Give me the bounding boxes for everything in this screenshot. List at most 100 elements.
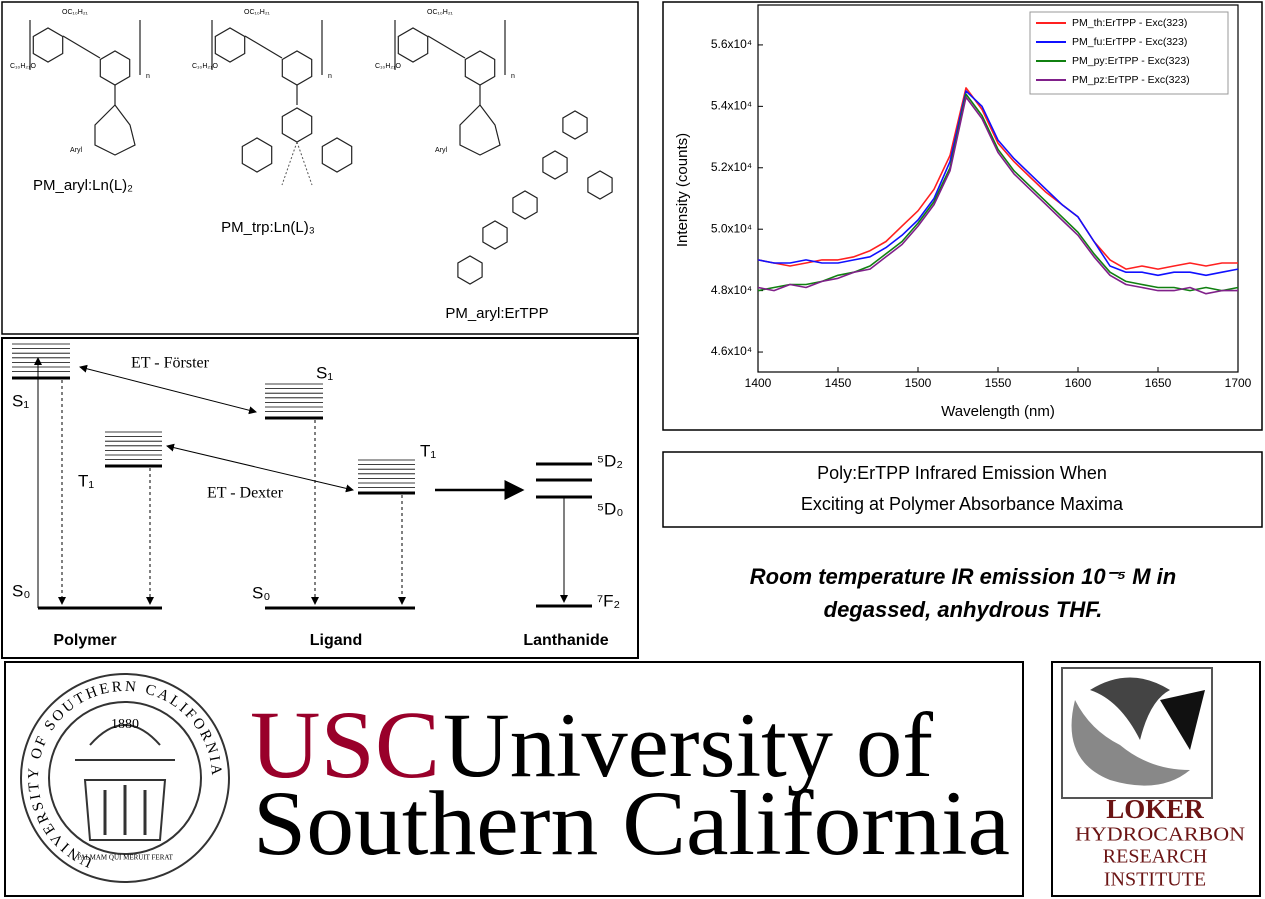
molecule-label: PM_aryl:Ln(L)₂ (33, 177, 133, 194)
diagram-frame (1, 337, 639, 659)
y-tick-label: 5.0x10⁴ (711, 221, 752, 235)
seal-ring-text: UNIVERSITY OF SOUTHERN CALIFORNIA (26, 679, 221, 869)
usc-name: Southern California (253, 772, 1010, 874)
bond (94, 104, 136, 156)
ring (587, 170, 613, 200)
x-tick-label: 1700 (1225, 376, 1252, 390)
x-axis-label: Wavelength (nm) (941, 403, 1055, 420)
note-line: degassed, anhydrous THF. (824, 597, 1103, 622)
x-tick-label: 1600 (1065, 376, 1092, 390)
substituent: OC₁₀H₂₁ (62, 9, 89, 16)
ring (482, 220, 508, 250)
ring (214, 27, 246, 63)
loker-graphic (1061, 667, 1213, 799)
loker-line: HYDROCARBON (1075, 824, 1245, 846)
bond (394, 20, 506, 105)
y-tick-label: 4.8x10⁴ (711, 283, 752, 297)
usc-mark: USC (250, 691, 440, 798)
series-line (757, 90, 1239, 277)
substituent: C₁₀H₂₁O (375, 63, 401, 70)
column-label: Lanthanide (523, 632, 608, 649)
ring (512, 190, 538, 220)
level-label: S₁ (12, 391, 29, 410)
level-label: S₀ (252, 583, 270, 602)
series-line (757, 96, 1238, 295)
y-tick-label: 5.6x10⁴ (711, 37, 752, 51)
ring (562, 110, 588, 140)
caption-line: Poly:ErTPP Infrared Emission When (817, 463, 1107, 483)
substituent: OC₁₀H₂₁ (427, 9, 454, 16)
x-tick-label: 1550 (985, 376, 1012, 390)
chart-frame (662, 1, 1263, 431)
column-label: Ligand (310, 632, 362, 649)
ring (32, 27, 64, 63)
ring (397, 27, 429, 63)
level-label: ⁵D₂ (597, 451, 623, 470)
loker-line: INSTITUTE (1104, 869, 1206, 891)
dexter-arrow (166, 443, 354, 493)
y-tick-label: 4.6x10⁴ (711, 344, 752, 358)
y-axis-label: Intensity (counts) (674, 133, 691, 247)
ring (542, 150, 568, 180)
usc-name: University of (443, 694, 933, 796)
ring (241, 137, 273, 173)
level-label: ⁵D₀ (597, 499, 623, 518)
caption-line: Exciting at Polymer Absorbance Maxima (801, 494, 1124, 514)
legend-label: PM_fu:ErTPP - Exc(323) (1072, 36, 1187, 48)
y-tick-label: 5.2x10⁴ (711, 160, 752, 174)
loker-line: RESEARCH (1103, 846, 1207, 868)
column-label: Polymer (53, 632, 116, 649)
substituent: C₁₀H₂₁O (192, 63, 218, 70)
level-stacks (12, 343, 415, 489)
x-tick-label: 1650 (1145, 376, 1172, 390)
energy-levels (12, 357, 592, 610)
seal-year: 1880 (111, 717, 139, 732)
ring (321, 137, 353, 173)
seal-motto: PALMAM QUI MERUIT FERAT (77, 854, 174, 862)
level-label: S₀ (12, 581, 30, 600)
substituent: n (146, 73, 150, 80)
legend-label: PM_th:ErTPP - Exc(323) (1072, 17, 1187, 29)
y-tick-label: 5.4x10⁴ (711, 99, 752, 113)
loker-line: LOKER (1106, 794, 1204, 824)
x-tick-label: 1500 (905, 376, 932, 390)
ring (281, 107, 313, 143)
structures-frame (1, 1, 639, 335)
transfer-label: ET - Förster (131, 355, 210, 372)
series-line (757, 93, 1239, 292)
forster-arrow (79, 364, 257, 415)
ring (281, 50, 313, 86)
substituent: n (511, 73, 515, 80)
substituent: C₁₀H₂₁O (10, 63, 36, 70)
bond (459, 104, 501, 156)
level-label: T₁ (420, 441, 436, 460)
bond (281, 141, 313, 186)
note-line: Room temperature IR emission 10⁻⁵ M in (750, 564, 1176, 589)
molecule-label: PM_aryl:ErTPP (445, 305, 548, 322)
x-tick-label: 1400 (745, 376, 772, 390)
molecule-label: PM_trp:Ln(L)₃ (221, 219, 315, 236)
caption-frame (662, 451, 1263, 528)
level-label: T₁ (78, 471, 94, 490)
level-label: S₁ (316, 363, 333, 382)
usc-seal (20, 673, 230, 883)
series-line (757, 87, 1238, 270)
substituent: Aryl (435, 147, 448, 154)
loker-frame (1051, 661, 1261, 897)
level-label: ⁷F₂ (597, 591, 620, 610)
substituent: OC₁₀H₂₁ (244, 9, 271, 16)
legend-label: PM_pz:ErTPP - Exc(323) (1072, 74, 1190, 86)
transfer-label: ET - Dexter (207, 485, 284, 502)
legend-label: PM_py:ErTPP - Exc(323) (1072, 55, 1190, 67)
bond (211, 20, 323, 105)
usc-frame (4, 661, 1024, 897)
x-tick-label: 1450 (825, 376, 852, 390)
bond (29, 20, 141, 105)
ring (99, 50, 131, 86)
substituent: n (328, 73, 332, 80)
ring (457, 255, 483, 285)
substituent: Aryl (70, 147, 83, 154)
ring (464, 50, 496, 86)
seal-ring: UNIVERSITY OF SOUTHERN CALIFORNIA (26, 679, 224, 869)
